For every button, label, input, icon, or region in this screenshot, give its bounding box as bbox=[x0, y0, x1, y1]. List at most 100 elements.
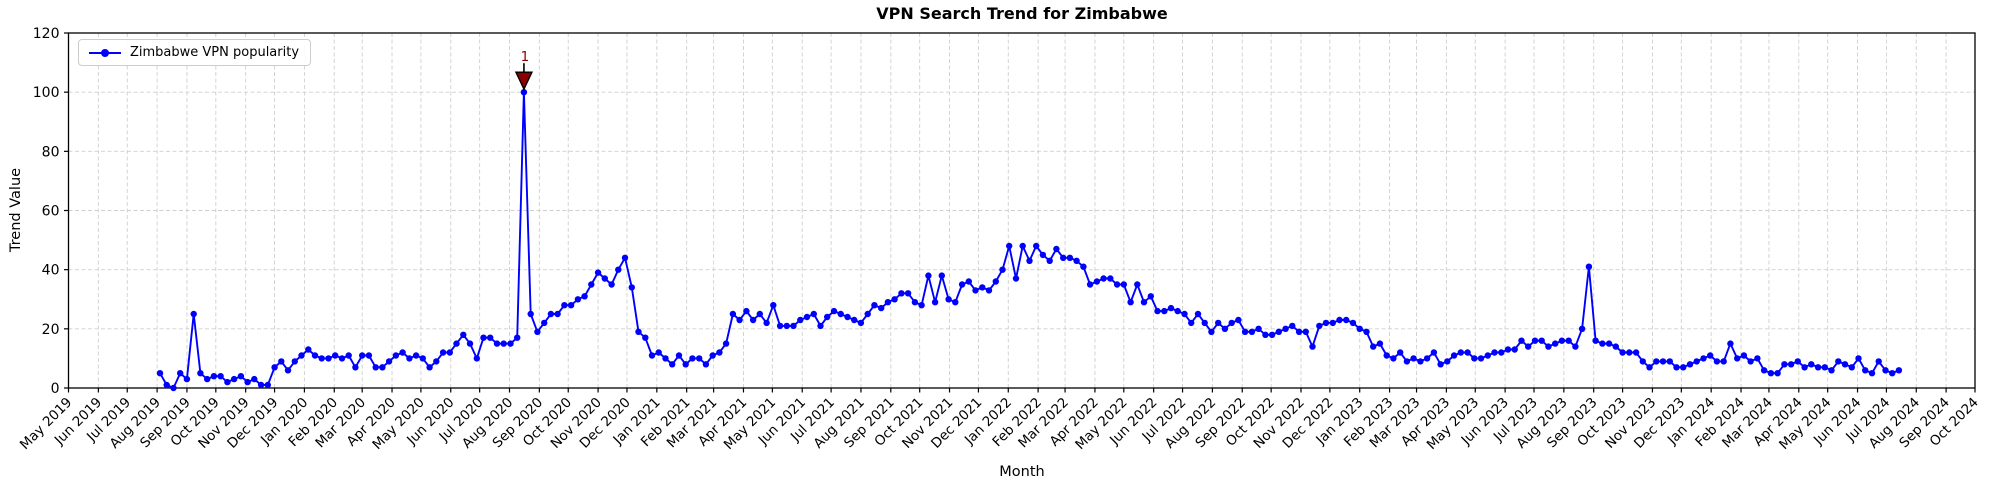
data-point-marker bbox=[1430, 349, 1438, 356]
data-point-marker bbox=[958, 281, 966, 288]
data-point-marker bbox=[756, 310, 763, 318]
data-point-marker bbox=[749, 316, 757, 324]
data-point-marker bbox=[466, 340, 474, 347]
data-point-marker bbox=[985, 287, 993, 294]
data-point-marker bbox=[1241, 328, 1249, 335]
data-point-marker bbox=[1444, 358, 1451, 365]
data-point-marker bbox=[709, 352, 716, 359]
annotation-triangle-down-icon bbox=[514, 71, 534, 91]
y-tick-label: 60 bbox=[42, 204, 60, 220]
data-point-marker bbox=[541, 319, 548, 327]
data-point-marker bbox=[379, 364, 386, 371]
data-point-marker bbox=[621, 254, 629, 261]
data-point-marker bbox=[284, 367, 292, 374]
data-point-marker bbox=[1356, 325, 1363, 332]
data-point-marker bbox=[1619, 349, 1626, 356]
data-point-marker bbox=[453, 340, 460, 347]
data-point-marker bbox=[722, 340, 730, 347]
data-point-marker bbox=[1700, 355, 1707, 362]
data-point-marker bbox=[608, 281, 615, 288]
data-point-marker bbox=[743, 307, 750, 315]
data-point-marker bbox=[554, 310, 561, 318]
legend-label: Zimbabwe VPN popularity bbox=[130, 45, 300, 60]
data-point-marker bbox=[493, 340, 501, 347]
data-point-marker bbox=[972, 287, 979, 294]
data-point-marker bbox=[830, 307, 838, 315]
data-point-marker bbox=[1848, 364, 1856, 371]
data-point-marker bbox=[601, 275, 608, 282]
data-point-marker bbox=[1295, 328, 1303, 335]
data-point-marker bbox=[332, 352, 339, 359]
data-point-marker bbox=[1477, 355, 1485, 362]
data-point-marker bbox=[1545, 343, 1552, 350]
y-axis-label: Trend Value bbox=[8, 167, 24, 253]
data-point-marker bbox=[1572, 343, 1579, 350]
data-point-marker bbox=[871, 302, 878, 309]
data-point-marker bbox=[1680, 364, 1687, 371]
data-point-marker bbox=[1868, 370, 1876, 377]
data-point-marker bbox=[675, 352, 683, 359]
data-point-marker bbox=[1504, 346, 1512, 353]
data-point-marker bbox=[729, 310, 737, 318]
data-point-marker bbox=[628, 284, 635, 291]
data-point-marker bbox=[311, 352, 319, 359]
data-point-marker bbox=[1774, 370, 1781, 377]
data-point-marker bbox=[878, 304, 885, 312]
data-point-marker bbox=[1450, 352, 1458, 359]
data-point-marker bbox=[642, 334, 649, 341]
data-point-marker bbox=[1821, 364, 1829, 371]
data-point-marker bbox=[1390, 355, 1397, 362]
data-point-marker bbox=[1012, 275, 1020, 282]
data-point-marker bbox=[1626, 349, 1633, 356]
data-point-marker bbox=[1855, 355, 1862, 362]
data-point-marker bbox=[1720, 358, 1727, 365]
data-point-marker bbox=[170, 384, 177, 392]
data-point-marker bbox=[1781, 361, 1788, 368]
data-point-marker bbox=[514, 334, 521, 341]
data-point-marker bbox=[931, 299, 939, 306]
y-tick-label: 40 bbox=[42, 263, 60, 279]
data-point-marker bbox=[426, 364, 433, 371]
data-point-marker bbox=[1457, 349, 1465, 356]
data-point-marker bbox=[824, 313, 831, 321]
data-point-marker bbox=[1787, 361, 1795, 368]
data-point-marker bbox=[1215, 319, 1222, 327]
data-point-marker bbox=[1033, 242, 1040, 250]
data-point-marker bbox=[156, 370, 164, 377]
y-tick-label: 120 bbox=[33, 26, 60, 42]
data-point-marker bbox=[338, 355, 346, 362]
data-point-marker bbox=[1552, 340, 1559, 347]
data-point-marker bbox=[1316, 322, 1323, 330]
data-point-marker bbox=[406, 355, 413, 362]
data-point-marker bbox=[1343, 316, 1350, 324]
data-point-marker bbox=[1760, 367, 1768, 374]
data-point-marker bbox=[1282, 325, 1289, 332]
data-point-marker bbox=[1612, 343, 1620, 350]
data-point-marker bbox=[817, 322, 824, 330]
data-point-marker bbox=[1161, 307, 1168, 315]
data-point-marker bbox=[945, 296, 952, 303]
data-point-marker bbox=[1154, 307, 1161, 315]
data-point-marker bbox=[1039, 251, 1047, 259]
data-point-marker bbox=[1349, 319, 1357, 327]
data-point-marker bbox=[1605, 340, 1613, 347]
data-point-marker bbox=[1639, 358, 1647, 365]
data-point-marker bbox=[1167, 304, 1175, 312]
data-point-marker bbox=[527, 310, 534, 318]
data-point-marker bbox=[1228, 319, 1235, 327]
y-tick-label: 0 bbox=[51, 381, 60, 397]
data-point-marker bbox=[567, 302, 575, 309]
data-point-marker bbox=[1181, 310, 1188, 318]
data-point-marker bbox=[1518, 337, 1525, 344]
data-point-marker bbox=[837, 310, 844, 318]
data-point-marker bbox=[803, 313, 811, 321]
data-point-marker bbox=[1659, 358, 1667, 365]
data-point-marker bbox=[1423, 355, 1431, 362]
data-point-marker bbox=[244, 378, 251, 386]
data-point-marker bbox=[446, 349, 453, 356]
data-point-marker bbox=[696, 355, 703, 362]
data-point-marker bbox=[473, 355, 480, 362]
data-point-marker bbox=[271, 364, 278, 371]
data-point-marker bbox=[763, 319, 770, 327]
data-point-marker bbox=[1632, 349, 1640, 356]
